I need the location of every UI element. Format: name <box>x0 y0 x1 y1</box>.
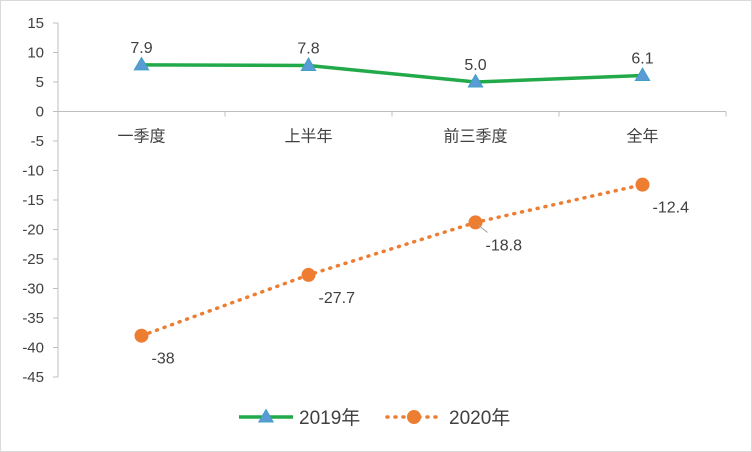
y-tick-label: -5 <box>31 133 44 150</box>
data-label-2019: 7.8 <box>297 40 319 57</box>
x-tick-label: 全年 <box>626 128 658 146</box>
series-marker-2019 <box>634 67 651 82</box>
y-tick-label: -45 <box>22 369 44 386</box>
legend-marker-2020 <box>407 410 421 424</box>
data-label-2020: -38 <box>152 351 175 368</box>
series-marker-2020 <box>301 267 316 282</box>
y-tick-label: -20 <box>22 222 44 239</box>
series-marker-2019 <box>300 57 317 72</box>
series-marker-2020 <box>134 328 149 343</box>
axes: 15 10 5 0 -5 -10 -15 -20 -25 -30 -35 -40 -45 一季度 上半年 前三… <box>22 15 727 386</box>
x-tick-label: 一季度 <box>117 128 165 146</box>
y-tick-label: -30 <box>22 281 44 298</box>
data-label-2019: 5.0 <box>464 57 486 74</box>
legend: 2019年 2020年 <box>239 407 510 429</box>
data-label-2020: -27.7 <box>319 290 356 307</box>
y-tick-label: -10 <box>22 163 44 180</box>
y-tick-label: -40 <box>22 340 44 357</box>
y-tick-label: -35 <box>22 310 44 327</box>
series-marker-2019 <box>467 73 484 88</box>
y-tick-label: -25 <box>22 251 44 268</box>
legend-label-2019: 2019年 <box>299 407 360 429</box>
data-label-2020: -12.4 <box>653 200 690 217</box>
y-tick-label: 0 <box>36 104 44 121</box>
data-labels: 7.9 7.8 5.0 6.1 -38 -27.7 -18.8 -12.4 <box>130 40 689 368</box>
legend-marker-2019 <box>257 408 275 423</box>
series-line-2020 <box>139 182 645 338</box>
legend-label-2020: 2020年 <box>449 407 510 429</box>
y-tick-label: 15 <box>27 15 44 32</box>
data-label-2019: 7.9 <box>130 40 152 57</box>
series-marker-2020 <box>635 177 650 192</box>
series-line-2019 <box>141 63 643 84</box>
series-layer <box>133 56 651 343</box>
series-marker-2019 <box>133 56 150 71</box>
y-tick-label: -15 <box>22 192 44 209</box>
x-tick-label: 上半年 <box>284 128 332 146</box>
y-tick-label: 10 <box>27 45 44 62</box>
data-label-2020: -18.8 <box>486 237 523 254</box>
data-label-leader <box>478 225 488 233</box>
data-label-2019: 6.1 <box>631 51 653 68</box>
x-tick-label: 前三季度 <box>443 128 507 146</box>
y-tick-label: 5 <box>36 74 44 91</box>
